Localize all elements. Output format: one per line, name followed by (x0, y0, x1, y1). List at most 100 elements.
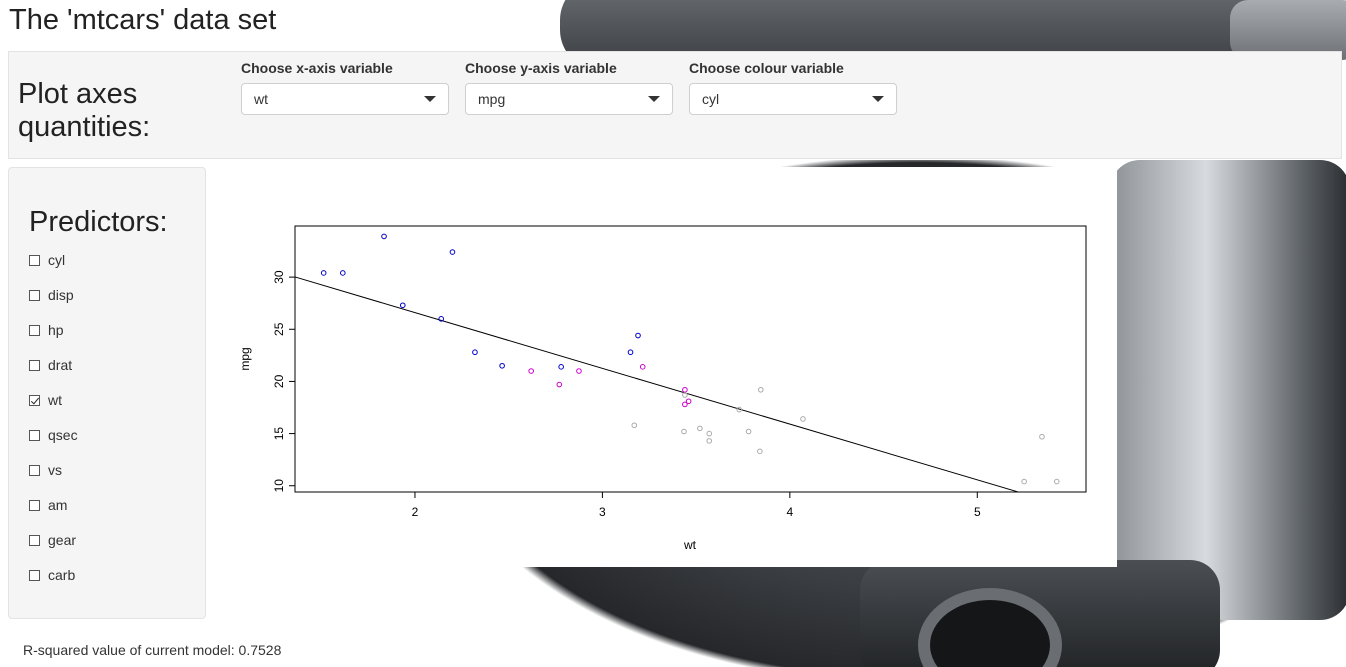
chevron-down-icon (872, 96, 884, 102)
plot-frame (294, 225, 1087, 493)
predictor-label: disp (48, 287, 74, 303)
page-title: The 'mtcars' data set (9, 4, 277, 36)
predictor-label: gear (48, 532, 77, 548)
checkbox[interactable] (29, 429, 40, 441)
rsquared-text: R-squared value of current model: 0.7528 (23, 642, 282, 658)
data-point (757, 448, 763, 455)
colour-select-group: Choose colour variable cyl (689, 60, 897, 115)
data-point (528, 368, 534, 374)
chevron-down-icon (424, 96, 436, 102)
y-axis-select[interactable]: mpg (465, 83, 673, 115)
y-axis: 10 15 20 25 30 (272, 270, 295, 492)
scatter-plot-svg: 2 3 4 5 10 15 20 25 30 wt mpg (238, 225, 1087, 552)
x-axis-select-label: Choose x-axis variable (241, 60, 393, 76)
x-axis-select-group: Choose x-axis variable wt (241, 60, 449, 115)
data-point (320, 270, 327, 276)
data-point (1039, 433, 1045, 440)
x-axis-select-value: wt (254, 91, 268, 107)
data-point (576, 368, 582, 374)
scatter-plot: 2 3 4 5 10 15 20 25 30 wt mpg (233, 167, 1117, 567)
data-point (627, 349, 634, 356)
checkbox[interactable] (29, 359, 40, 371)
axes-panel-heading: Plot axes quantities: (18, 78, 151, 143)
predictors-panel: Predictors: cyl disp hp drat wt qsec vs … (8, 167, 206, 619)
checkbox[interactable] (29, 289, 40, 301)
x-tick-label: 4 (786, 505, 793, 519)
checkbox[interactable] (29, 534, 40, 546)
predictor-checkbox-vs[interactable]: vs (29, 460, 62, 480)
y-tick-label: 20 (272, 374, 286, 388)
predictor-label: am (48, 497, 68, 513)
regression-line (294, 276, 1019, 493)
axes-panel: Plot axes quantities: Choose x-axis vari… (8, 51, 1342, 159)
data-point (682, 401, 688, 408)
data-point (558, 364, 564, 370)
data-point (639, 364, 646, 370)
checkbox[interactable] (29, 464, 40, 476)
x-tick-label: 2 (412, 505, 419, 519)
predictor-checkbox-am[interactable]: am (29, 495, 67, 515)
data-point (631, 422, 638, 429)
data-point (381, 233, 387, 240)
y-tick-label: 30 (272, 270, 286, 284)
checkbox[interactable] (29, 499, 40, 511)
y-axis-select-value: mpg (478, 91, 506, 107)
predictor-checkbox-hp[interactable]: hp (29, 320, 64, 340)
data-point (681, 428, 687, 435)
x-axis-label: wt (683, 538, 697, 552)
predictor-checkbox-disp[interactable]: disp (29, 285, 74, 305)
colour-select[interactable]: cyl (689, 83, 897, 115)
data-point (706, 438, 713, 444)
y-tick-label: 10 (272, 479, 286, 493)
data-point (499, 362, 505, 369)
data-point (697, 425, 703, 432)
data-points (320, 233, 1060, 485)
predictor-checkbox-drat[interactable]: drat (29, 355, 72, 375)
data-point (399, 302, 406, 309)
y-axis-label: mpg (238, 347, 252, 370)
data-point (685, 398, 692, 405)
x-axis-select[interactable]: wt (241, 83, 449, 115)
predictor-checkbox-gear[interactable]: gear (29, 530, 76, 550)
colour-select-value: cyl (702, 91, 720, 107)
data-point (472, 349, 478, 356)
colour-select-label: Choose colour variable (689, 60, 844, 76)
chevron-down-icon (648, 96, 660, 102)
predictor-label: hp (48, 322, 64, 338)
data-point (556, 381, 563, 388)
data-point (635, 332, 641, 339)
predictor-label: cyl (48, 252, 66, 268)
data-point (682, 392, 688, 398)
predictor-checkbox-carb[interactable]: carb (29, 565, 75, 585)
predictor-label: qsec (48, 427, 78, 443)
predictors-heading: Predictors: (29, 206, 168, 238)
data-point (682, 386, 688, 393)
data-point (745, 428, 752, 435)
predictor-label: carb (48, 567, 76, 583)
y-axis-select-label: Choose y-axis variable (465, 60, 617, 76)
data-point (449, 249, 456, 255)
x-tick-label: 5 (974, 505, 981, 519)
y-tick-label: 15 (272, 427, 286, 441)
y-axis-select-group: Choose y-axis variable mpg (465, 60, 673, 115)
checkbox[interactable] (29, 254, 40, 266)
checkbox[interactable] (29, 569, 40, 581)
checkbox[interactable] (29, 324, 40, 336)
predictor-label: vs (48, 462, 62, 478)
predictor-checkbox-qsec[interactable]: qsec (29, 425, 78, 445)
fit-line (294, 276, 1019, 493)
data-point (438, 316, 445, 322)
x-tick-label: 3 (599, 505, 606, 519)
y-tick-label: 25 (272, 322, 286, 336)
data-point (757, 386, 764, 393)
data-point (736, 406, 743, 413)
data-point (1053, 478, 1060, 485)
data-point (339, 270, 346, 276)
predictor-checkbox-wt[interactable]: wt (29, 390, 62, 410)
data-point (1021, 478, 1027, 485)
x-axis: 2 3 4 5 (412, 492, 981, 519)
predictor-label: drat (48, 357, 73, 373)
checkbox-checked[interactable] (29, 394, 40, 406)
data-point (706, 430, 713, 437)
predictor-checkbox-cyl[interactable]: cyl (29, 250, 65, 270)
